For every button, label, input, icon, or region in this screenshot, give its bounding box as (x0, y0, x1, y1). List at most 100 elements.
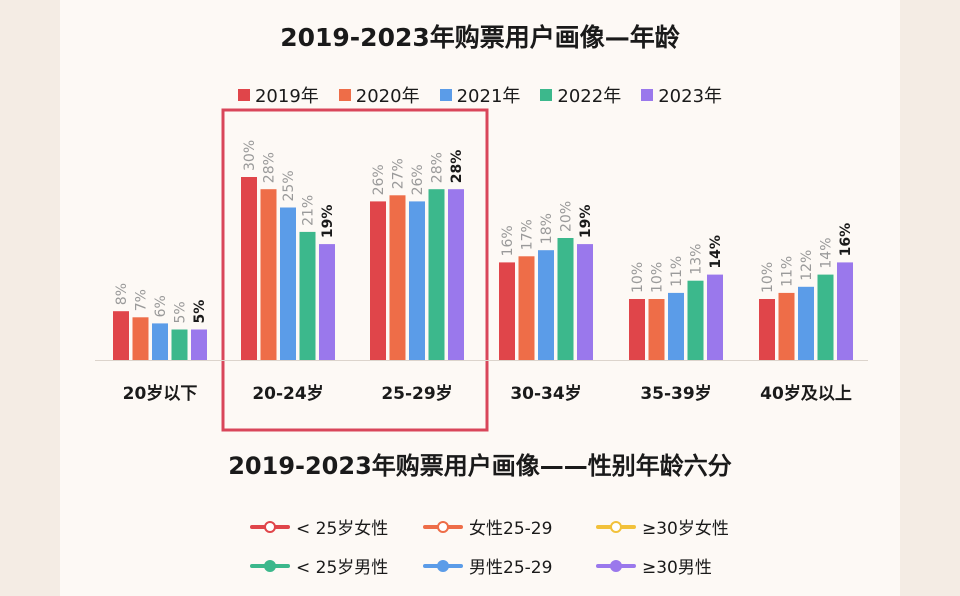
line-legend-item-4: 男性25-29 (423, 553, 596, 578)
line-legend-item-1: 女性25-29 (423, 514, 596, 539)
legend-label: 2021年 (456, 86, 521, 107)
line-legend-label: 男性25-29 (469, 558, 553, 578)
bar (280, 207, 296, 360)
line-legend-item-3: < 25岁男性 (250, 553, 423, 578)
bar (191, 329, 207, 360)
legend-item-2: 2021年 (439, 82, 521, 108)
legend-label: 2019年 (254, 86, 319, 107)
legend-label: 2020年 (355, 86, 420, 107)
data-label: 28% (262, 152, 278, 183)
bar (113, 311, 129, 360)
line-legend-label: ≥30岁女性 (642, 519, 729, 539)
legend-swatch (439, 89, 452, 101)
bar (132, 317, 149, 360)
data-label: 28% (449, 150, 465, 184)
data-label: 27% (391, 158, 407, 189)
data-label: 11% (780, 256, 796, 287)
line-legend-item-5: ≥30男性 (596, 553, 769, 578)
legend-swatch (540, 89, 553, 101)
line-legend-label: 女性25-29 (469, 519, 553, 539)
line-legend-item-2: ≥30岁女性 (596, 514, 769, 539)
bar (687, 280, 704, 360)
legend-swatch (641, 89, 654, 101)
chart-panel (60, 0, 900, 596)
data-label: 21% (301, 195, 317, 226)
data-label: 5% (173, 301, 189, 323)
legend-item-4: 2023年 (641, 82, 722, 108)
year-legend: 2019年 2020年 2021年 2022年 2023年 (0, 82, 960, 108)
line-legend-label: < 25岁男性 (296, 558, 389, 578)
bar (241, 177, 257, 360)
gender-legend-row-1: < 25岁女性 女性25-29 ≥30岁女性 (250, 514, 770, 539)
bar (518, 256, 535, 360)
line-marker (423, 559, 463, 573)
data-label: 10% (630, 262, 646, 293)
data-label: 28% (430, 152, 446, 183)
bar (798, 286, 814, 360)
data-label: 26% (410, 164, 426, 195)
line-marker (250, 520, 290, 534)
line-marker (596, 559, 636, 573)
bar (629, 299, 645, 360)
bar (370, 201, 386, 360)
bar (778, 292, 795, 360)
bar (648, 299, 665, 360)
legend-label: 2023年 (658, 86, 723, 107)
data-label: 11% (669, 256, 685, 287)
data-label: 10% (650, 262, 666, 293)
line-marker (596, 520, 636, 534)
data-label: 20% (559, 201, 575, 232)
data-label: 19% (320, 205, 336, 239)
bar (707, 274, 723, 360)
bar (409, 201, 425, 360)
legend-swatch (338, 89, 351, 101)
line-marker (423, 520, 463, 534)
chart-title-age: 2019-2023年购票用户画像—年龄 (280, 23, 680, 52)
data-label: 17% (520, 219, 536, 250)
data-label: 18% (539, 213, 555, 244)
bar (577, 244, 593, 360)
data-label: 10% (760, 262, 776, 293)
bar (389, 195, 406, 360)
category-label: 40岁及以上 (760, 383, 852, 404)
category-label: 30-34岁 (510, 383, 581, 404)
bar (428, 189, 445, 360)
line-legend-item-0: < 25岁女性 (250, 514, 423, 539)
data-label: 16% (500, 225, 516, 256)
data-label: 14% (819, 237, 835, 268)
line-legend-label: ≥30男性 (642, 558, 712, 578)
line-legend-label: < 25岁女性 (296, 519, 389, 539)
data-label: 14% (708, 235, 724, 269)
bar (260, 189, 277, 360)
highlight-box (221, 108, 489, 432)
chart-title-gender-age: 2019-2023年购票用户画像——性别年龄六分 (228, 452, 732, 480)
bar (668, 292, 684, 360)
category-label: 20-24岁 (252, 383, 323, 404)
legend-item-1: 2020年 (338, 82, 420, 108)
data-label: 13% (689, 244, 705, 275)
bar (759, 299, 775, 360)
bar (837, 262, 853, 360)
bar (152, 323, 168, 360)
category-label: 25-29岁 (381, 383, 452, 404)
bar (557, 238, 574, 360)
data-label: 16% (838, 223, 854, 257)
line-marker (250, 559, 290, 573)
data-label: 12% (799, 250, 815, 281)
data-label: 8% (114, 283, 130, 305)
bar (319, 244, 335, 360)
bar (538, 250, 554, 360)
bar (171, 329, 188, 360)
legend-item-0: 2019年 (237, 82, 319, 108)
bar (448, 189, 464, 360)
data-label: 25% (281, 170, 297, 201)
bar (499, 262, 515, 360)
legend-item-3: 2022年 (540, 82, 621, 108)
bar (817, 274, 834, 360)
legend-label: 2022年 (557, 86, 622, 107)
category-label: 20岁以下 (123, 383, 198, 404)
data-label: 19% (578, 205, 594, 239)
data-label: 26% (371, 164, 387, 195)
data-label: 30% (242, 140, 258, 171)
